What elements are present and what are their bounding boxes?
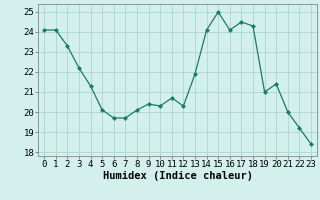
- X-axis label: Humidex (Indice chaleur): Humidex (Indice chaleur): [103, 171, 252, 181]
